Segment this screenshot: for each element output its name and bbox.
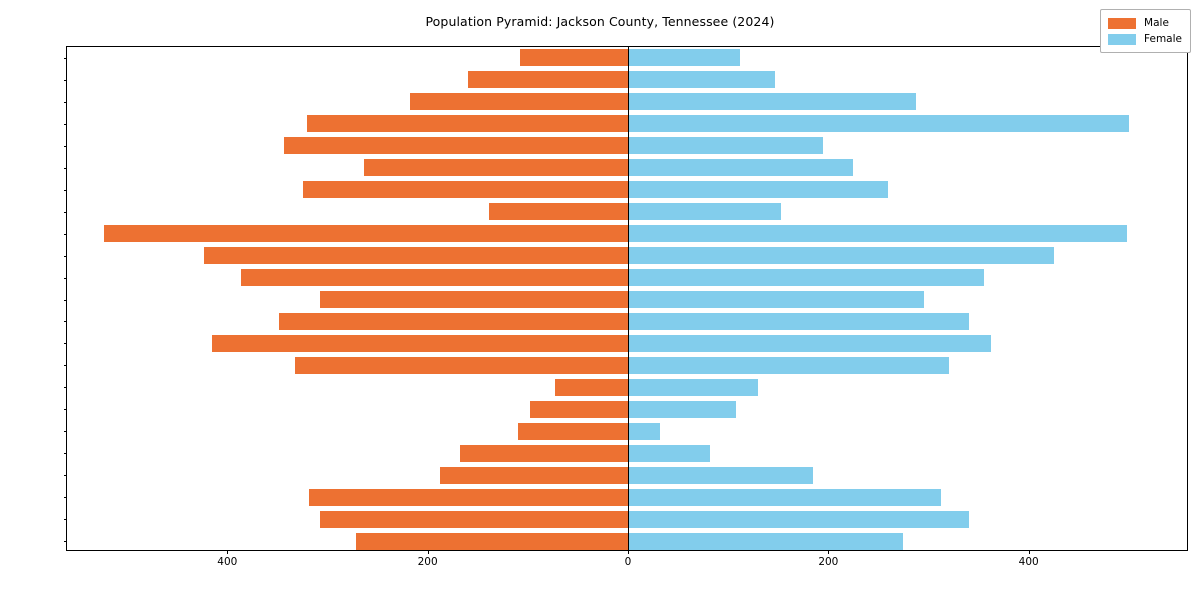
y-tick-mark: [63, 431, 67, 433]
x-tick-label: 400: [217, 556, 238, 568]
bar-male-20: [517, 422, 628, 440]
bar-female-60-61: [628, 203, 782, 221]
legend-label-male: Male: [1144, 17, 1169, 29]
bar-female-15-17: [628, 466, 814, 484]
bar-male-15-17: [439, 466, 628, 484]
legend-swatch-male: [1108, 17, 1137, 29]
y-tick-mark: [63, 365, 67, 367]
bar-female-40-44: [628, 291, 924, 308]
bar-male-67-69: [284, 137, 628, 155]
bar-male-35-39: [279, 312, 628, 330]
chart-legend: Male Female: [1100, 9, 1191, 53]
bar-female-25-29: [628, 356, 949, 374]
y-tick-mark: [63, 321, 67, 323]
zero-axis-line: [628, 47, 629, 550]
y-tick-mark: [63, 255, 67, 257]
bar-male-18-19: [459, 444, 628, 462]
bar-male-70-74: [307, 115, 628, 133]
bar-female-45-49: [628, 269, 984, 287]
y-tick-mark: [63, 453, 67, 455]
y-tick-mark: [63, 299, 67, 301]
bar-female-50-54: [628, 247, 1054, 265]
bar-female-5-9: [628, 510, 969, 528]
chart-title: Population Pyramid: Jackson County, Tenn…: [425, 14, 775, 29]
x-tick-mark: [828, 550, 830, 554]
bar-male-60-61: [488, 203, 628, 221]
bar-female-67-69: [628, 137, 824, 155]
legend-entry-male: Male: [1108, 15, 1182, 31]
y-tick-mark: [63, 409, 67, 411]
bar-female-21: [628, 400, 737, 418]
bar-male-80-84: [467, 71, 628, 89]
bar-male-under-5: [355, 532, 628, 550]
bar-female-55-59: [628, 225, 1127, 243]
plot-inner: 400 200 0 200 400: [63, 47, 1187, 568]
bar-male-45-49: [241, 269, 628, 287]
bar-male-55-59: [104, 225, 628, 243]
bar-male-65-66: [363, 159, 628, 177]
y-tick-mark: [63, 211, 67, 213]
legend-swatch-female: [1108, 33, 1137, 45]
bar-female-85+: [628, 49, 741, 67]
plot-area: 400 200 0 200 400: [63, 46, 1188, 568]
y-tick-mark: [63, 519, 67, 521]
bar-male-25-29: [295, 356, 628, 374]
x-tick-mark: [628, 550, 629, 554]
bar-male-5-9: [320, 510, 628, 528]
bar-female-62-64: [628, 181, 889, 199]
y-tick-mark: [63, 167, 67, 169]
y-tick-mark: [63, 343, 67, 345]
y-tick-mark: [63, 79, 67, 81]
bar-female-20: [628, 422, 661, 440]
bar-male-75-79: [409, 93, 628, 111]
bar-male-21: [529, 400, 628, 418]
bar-male-30-34: [212, 334, 628, 352]
bar-female-18-19: [628, 444, 711, 462]
x-tick-label: 200: [818, 556, 839, 568]
bar-female-70-74: [628, 115, 1129, 133]
bar-female-30-34: [628, 334, 991, 352]
bar-female-under-5: [628, 532, 904, 550]
y-tick-mark: [63, 57, 67, 59]
bar-male-40-44: [320, 291, 628, 308]
y-tick-mark: [63, 101, 67, 103]
x-tick-label: 0: [624, 556, 632, 568]
bar-female-35-39: [628, 312, 969, 330]
x-tick-mark: [427, 550, 429, 554]
legend-label-female: Female: [1144, 33, 1182, 45]
y-tick-mark: [63, 541, 67, 543]
y-tick-mark: [63, 277, 67, 279]
x-tick-mark: [1028, 550, 1030, 554]
y-tick-mark: [63, 497, 67, 499]
bar-male-62-64: [303, 181, 628, 199]
y-tick-mark: [63, 387, 67, 389]
y-tick-mark: [63, 233, 67, 235]
y-tick-mark: [63, 123, 67, 125]
y-tick-mark: [63, 145, 67, 147]
bar-male-85+: [519, 49, 628, 67]
bar-female-65-66: [628, 159, 854, 177]
bar-female-10-14: [628, 488, 941, 506]
bar-male-10-14: [309, 488, 628, 506]
bar-male-50-54: [204, 247, 628, 265]
legend-entry-female: Female: [1108, 31, 1182, 47]
y-tick-mark: [63, 475, 67, 477]
bar-male-22-24: [554, 378, 628, 396]
x-tick-label: 200: [417, 556, 438, 568]
bar-female-75-79: [628, 93, 916, 111]
x-tick-mark: [227, 550, 229, 554]
bar-female-22-24: [628, 378, 759, 396]
bar-female-80-84: [628, 71, 776, 89]
y-tick-mark: [63, 189, 67, 191]
x-tick-label: 400: [1018, 556, 1039, 568]
